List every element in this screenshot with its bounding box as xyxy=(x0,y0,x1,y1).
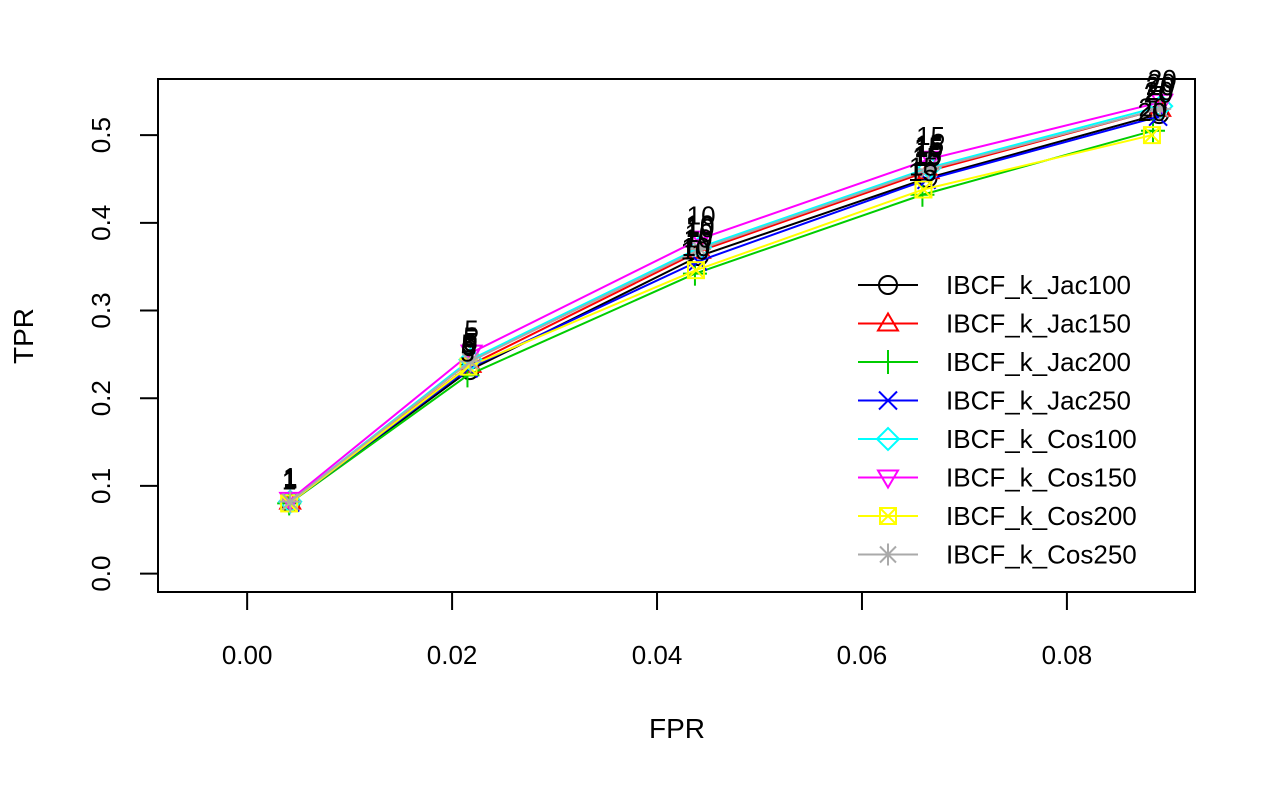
x-tick-label: 0.04 xyxy=(632,640,683,670)
point-label: 5 xyxy=(463,323,477,353)
legend-item: IBCF_k_Jac100 xyxy=(858,270,1131,300)
y-tick-label: 0.4 xyxy=(86,205,116,241)
point-label: 15 xyxy=(914,131,943,161)
legend-item: IBCF_k_Jac200 xyxy=(858,347,1131,377)
point-label: 1 xyxy=(282,465,296,495)
point-label: 5 xyxy=(462,332,476,362)
legend-marker xyxy=(878,275,898,295)
legend-label: IBCF_k_Cos250 xyxy=(946,540,1137,570)
y-tick-label: 0.0 xyxy=(86,556,116,592)
point-label: 20 xyxy=(1147,68,1176,98)
legend-label: IBCF_k_Jac150 xyxy=(946,309,1131,339)
series-line xyxy=(289,100,1163,501)
point-label: 15 xyxy=(915,130,944,160)
legend-label: IBCF_k_Jac250 xyxy=(946,386,1131,416)
y-tick-label: 0.5 xyxy=(86,117,116,153)
data-point xyxy=(918,150,943,171)
data-point xyxy=(459,350,482,373)
y-tick-label: 0.2 xyxy=(86,380,116,416)
point-label: 5 xyxy=(461,329,475,359)
point-label: 10 xyxy=(686,209,715,239)
legend-marker xyxy=(877,543,899,566)
legend-item: IBCF_k_Cos150 xyxy=(858,463,1137,493)
point-label: 10 xyxy=(686,213,715,243)
x-tick-label: 0.02 xyxy=(427,640,478,670)
legend-item: IBCF_k_Jac250 xyxy=(858,386,1131,416)
data-point xyxy=(1142,126,1161,145)
point-label: 15 xyxy=(912,142,941,172)
point-label: 20 xyxy=(1138,97,1167,127)
data-point xyxy=(689,230,713,251)
data-point xyxy=(1149,97,1172,120)
point-label: 1 xyxy=(282,465,296,495)
point-label: 20 xyxy=(1139,93,1168,123)
legend-marker xyxy=(876,350,900,374)
point-label: 5 xyxy=(463,322,477,352)
point-label: 1 xyxy=(283,464,297,494)
legend-label: IBCF_k_Cos100 xyxy=(946,424,1137,454)
data-point xyxy=(279,490,302,513)
legend-marker xyxy=(875,426,901,452)
point-label: 1 xyxy=(283,465,297,495)
legend-label: IBCF_k_Jac200 xyxy=(946,347,1131,377)
point-label: 5 xyxy=(464,315,478,345)
y-tick-label: 0.3 xyxy=(86,292,116,328)
plot-frame xyxy=(157,78,1196,593)
x-axis-title: FPR xyxy=(649,713,705,744)
data-point xyxy=(686,261,705,280)
point-label: 15 xyxy=(916,121,945,151)
point-label: 15 xyxy=(909,151,938,181)
x-tick-label: 0.08 xyxy=(1042,640,1093,670)
y-tick-label: 0.1 xyxy=(86,468,116,504)
point-label: 10 xyxy=(680,236,709,266)
point-label: 5 xyxy=(460,337,474,367)
point-label: 5 xyxy=(461,330,475,360)
point-label: 1 xyxy=(283,464,297,494)
point-label: 1 xyxy=(283,462,297,492)
legend-item: IBCF_k_Cos200 xyxy=(858,501,1137,531)
legend: IBCF_k_Jac100 IBCF_k_Jac150 IBCF_k_Jac200 I… xyxy=(858,270,1137,570)
legend-marker xyxy=(876,311,900,332)
point-label: 10 xyxy=(686,211,715,241)
point-label: 1 xyxy=(283,465,297,495)
data-point xyxy=(910,182,935,207)
legend-label: IBCF_k_Cos150 xyxy=(946,463,1137,493)
x-tick-label: 0.00 xyxy=(222,640,273,670)
point-label: 15 xyxy=(908,157,937,187)
legend-label: IBCF_k_Cos200 xyxy=(946,501,1137,531)
data-point xyxy=(689,238,712,261)
point-label: 20 xyxy=(1144,79,1173,109)
point-label: 10 xyxy=(682,232,711,262)
point-label-layer: 1510152015101520151015201510152015101520… xyxy=(282,64,1177,496)
x-tick-label: 0.06 xyxy=(837,640,888,670)
point-label: 20 xyxy=(1146,71,1175,101)
x-axis: 0.00 0.02 0.04 0.06 0.08 xyxy=(222,591,1093,670)
series-IBCF_k_Cos250 xyxy=(279,97,1172,513)
point-label: 10 xyxy=(684,223,713,253)
legend-item: IBCF_k_Jac150 xyxy=(858,309,1131,339)
data-point xyxy=(917,158,940,181)
point-label: 1 xyxy=(283,464,297,494)
point-label: 15 xyxy=(914,133,943,163)
data-point xyxy=(1150,93,1174,114)
y-axis-title: TPR xyxy=(8,308,39,364)
point-label: 20 xyxy=(1145,76,1174,106)
legend-label: IBCF_k_Jac100 xyxy=(946,270,1131,300)
legend-item: IBCF_k_Cos100 xyxy=(858,424,1137,454)
legend-marker xyxy=(876,469,900,490)
legend-marker xyxy=(878,390,898,411)
point-label: 10 xyxy=(687,201,716,231)
series-layer xyxy=(277,93,1174,516)
legend-marker xyxy=(879,507,897,525)
data-point xyxy=(914,180,933,199)
legend-item: IBCF_k_Cos250 xyxy=(858,540,1137,570)
point-label: 10 xyxy=(685,218,714,248)
point-label: 5 xyxy=(463,327,477,357)
point-label: 20 xyxy=(1146,71,1175,101)
point-label: 15 xyxy=(913,140,942,170)
